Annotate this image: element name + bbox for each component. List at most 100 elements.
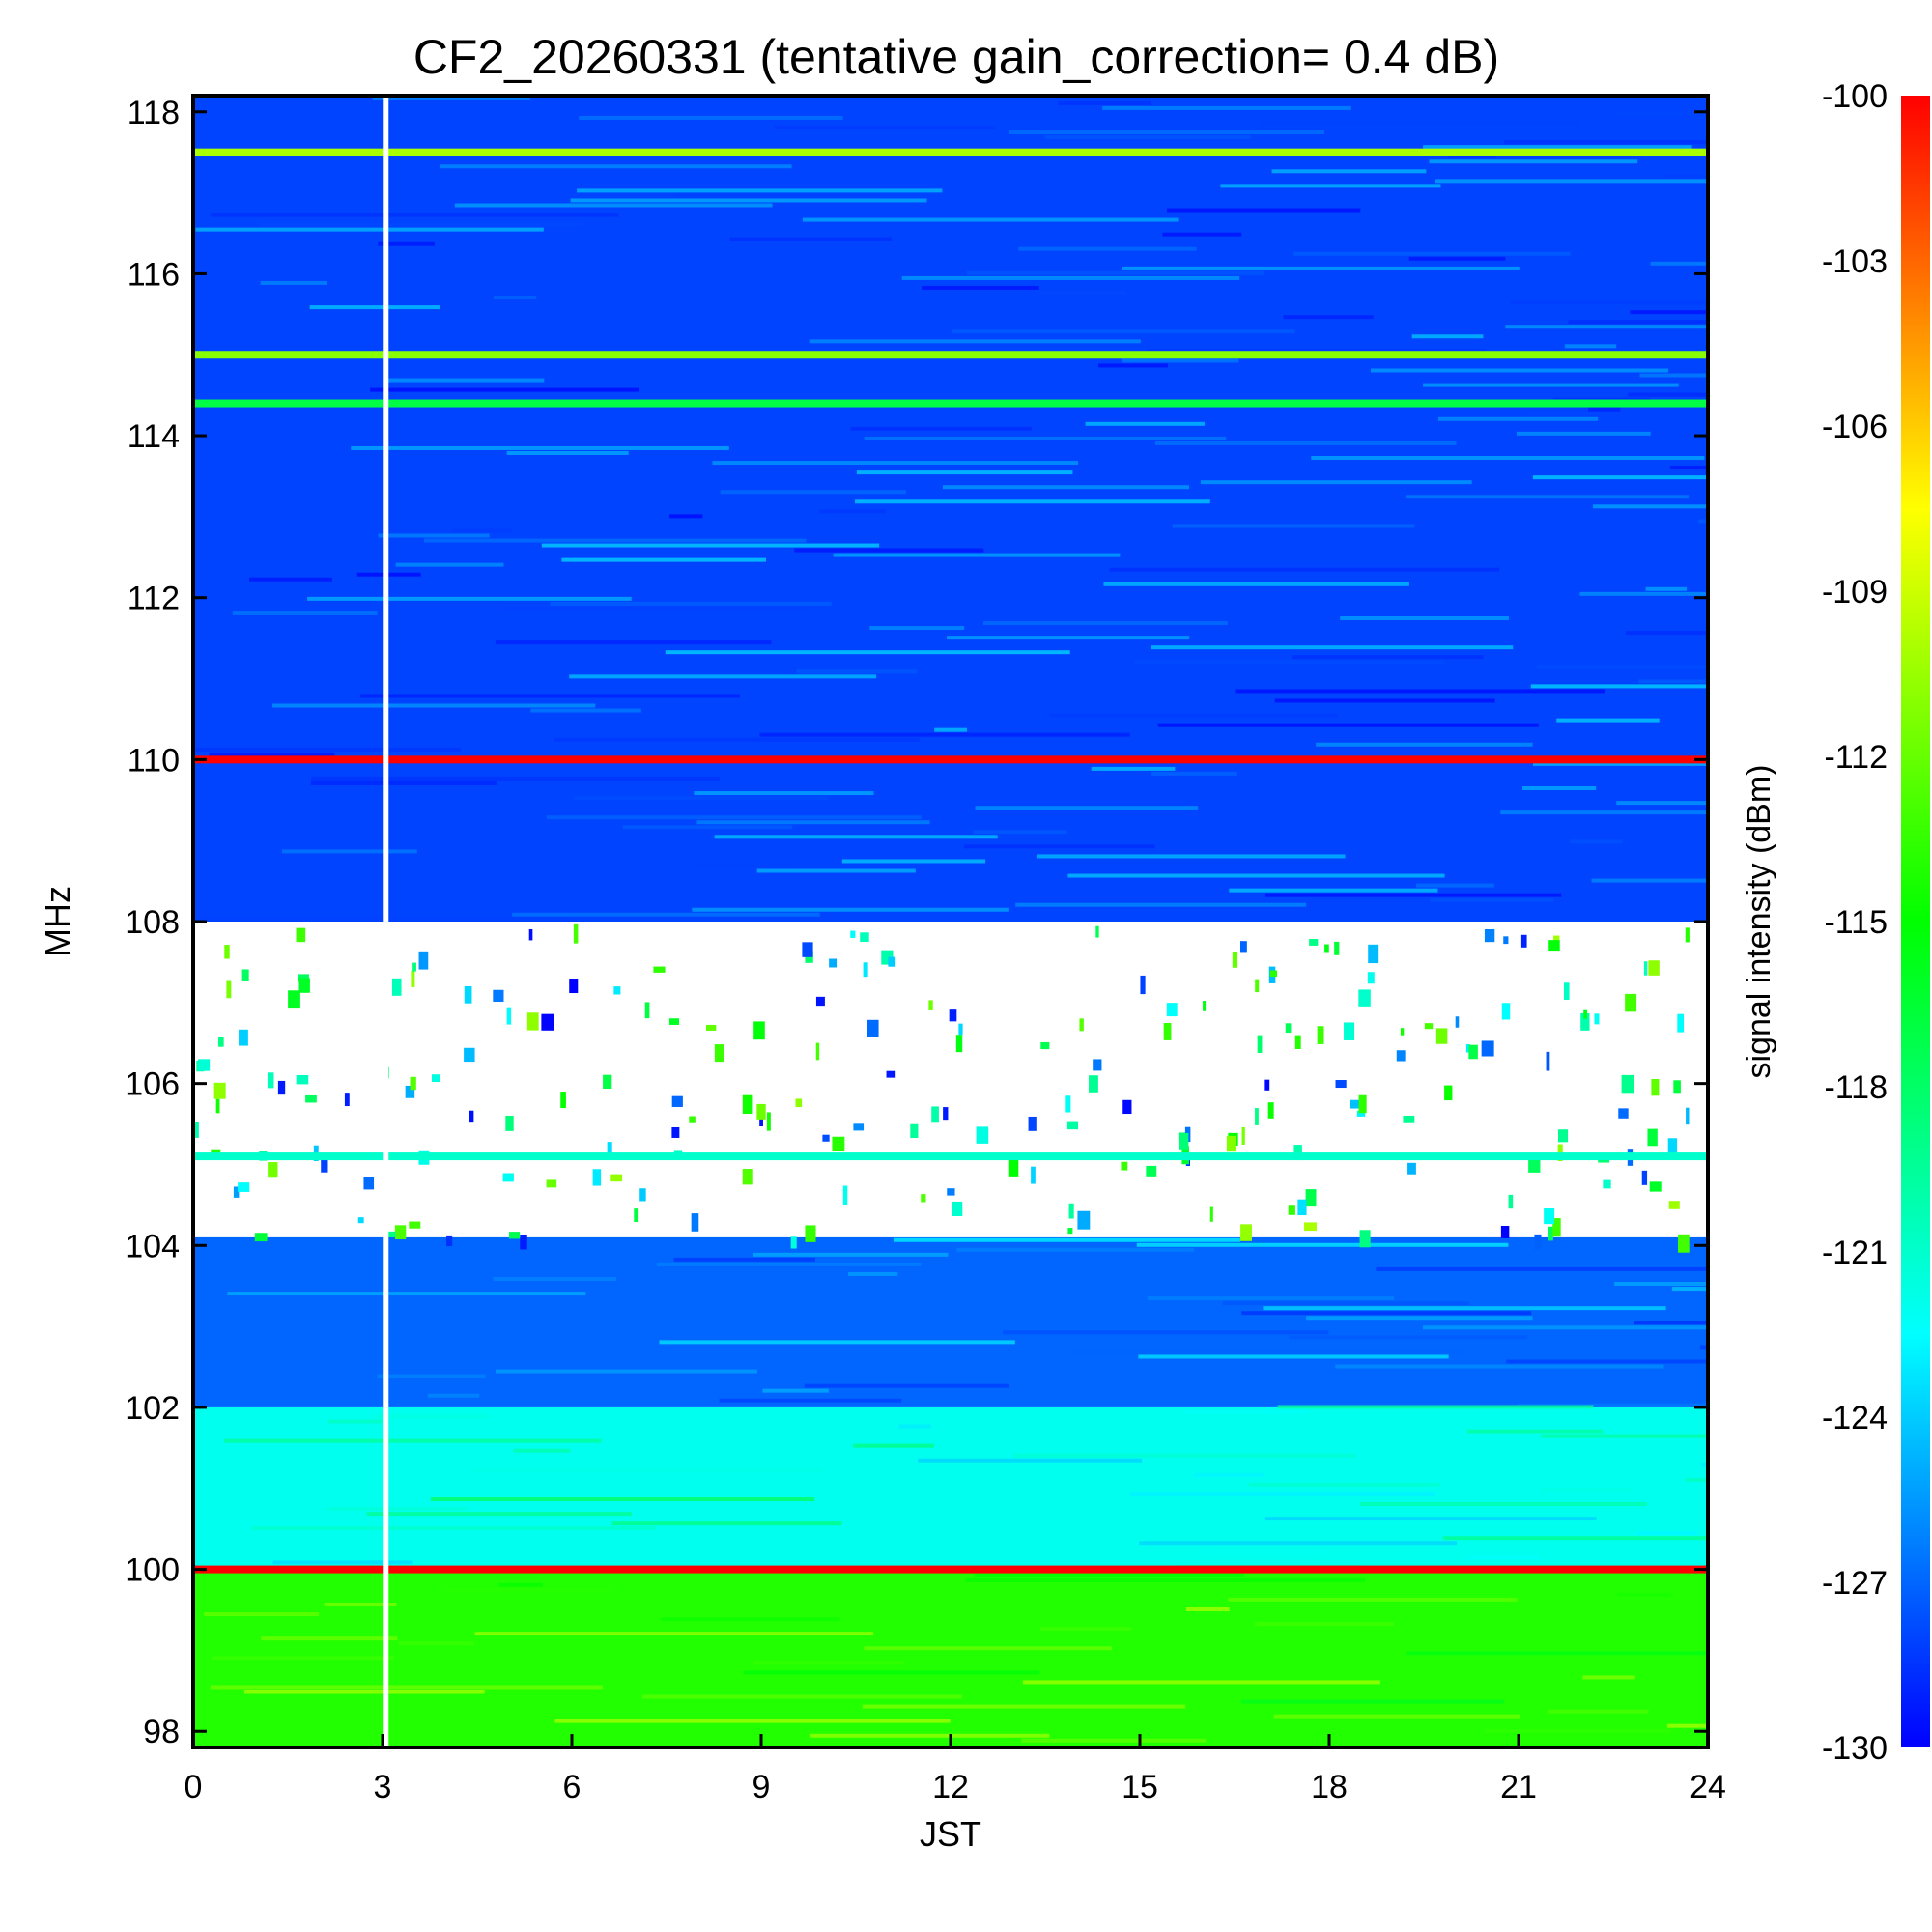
noise-streak: [1248, 1482, 1440, 1487]
x-tick-label: 24: [1690, 1769, 1726, 1805]
burst-mark: [305, 1094, 317, 1103]
burst-mark: [1580, 1012, 1590, 1031]
noise-streak: [1500, 810, 1708, 815]
noise-streak: [1568, 320, 1708, 325]
burst-mark: [464, 1047, 475, 1063]
noise-streak: [869, 626, 965, 631]
burst-mark: [321, 1153, 328, 1173]
x-tick-label: 21: [1500, 1769, 1537, 1805]
noise-streak: [1616, 801, 1708, 806]
noise-streak: [973, 830, 1067, 835]
y-tick-label: 98: [143, 1714, 180, 1750]
noise-streak: [1316, 742, 1533, 747]
burst-mark: [1368, 944, 1379, 964]
burst-mark: [493, 989, 504, 1003]
noise-streak: [212, 1656, 394, 1661]
noise-streak: [1136, 1242, 1509, 1247]
burst-mark: [1095, 925, 1099, 938]
burst-mark: [1179, 1133, 1189, 1150]
colorbar-tick-label: -121: [1822, 1235, 1888, 1271]
noise-streak: [1335, 1364, 1664, 1369]
noise-streak: [743, 1670, 1040, 1675]
burst-mark: [1407, 1162, 1416, 1175]
burst-mark: [943, 1107, 949, 1121]
burst-mark: [766, 1112, 771, 1131]
noise-streak: [1591, 878, 1708, 883]
burst-mark: [1335, 1080, 1347, 1089]
burst-mark: [1621, 1074, 1634, 1094]
noise-streak: [1504, 140, 1708, 145]
noise-streak: [378, 242, 435, 246]
noise-streak: [918, 1458, 1143, 1463]
burst-mark: [706, 1024, 717, 1031]
noise-streak: [1255, 1622, 1394, 1627]
noise-streak: [209, 752, 335, 756]
burst-mark: [1255, 1108, 1259, 1125]
noise-streak: [561, 557, 766, 562]
colorbar-tick-label: -115: [1824, 904, 1888, 941]
noise-streak: [1645, 586, 1688, 591]
noise-streak: [1614, 110, 1708, 115]
colorbar-tick-label: -106: [1822, 409, 1888, 445]
noise-streak: [660, 1617, 840, 1622]
noise-streak: [659, 1340, 1015, 1345]
noise-streak: [1625, 631, 1708, 636]
burst-mark: [1673, 1080, 1681, 1094]
noise-streak: [1122, 358, 1239, 363]
burst-mark: [1093, 1059, 1102, 1071]
noise-streak: [1151, 645, 1514, 650]
burst-mark: [546, 1179, 557, 1188]
noise-streak: [1376, 1266, 1708, 1271]
noise-streak: [1220, 184, 1441, 188]
burst-mark: [541, 1013, 554, 1031]
noise-streak: [1311, 456, 1705, 461]
noise-streak: [692, 907, 1009, 912]
burst-mark: [795, 1098, 803, 1108]
burst-mark: [1309, 938, 1319, 946]
noise-streak: [1466, 1555, 1541, 1560]
noise-streak: [398, 1641, 474, 1646]
noise-streak: [1229, 888, 1438, 893]
burst-mark: [405, 1085, 415, 1098]
burst-mark: [822, 1134, 830, 1142]
noise-streak: [696, 864, 786, 868]
noise-streak: [499, 606, 806, 611]
noise-streak: [1416, 883, 1494, 888]
background-band: [193, 1569, 1708, 1747]
noise-streak: [211, 213, 619, 217]
noise-streak: [796, 669, 918, 674]
noise-streak: [1091, 766, 1176, 771]
noise-streak: [1371, 368, 1669, 373]
burst-mark: [1267, 1102, 1274, 1119]
burst-mark: [1068, 1203, 1074, 1219]
burst-mark: [1444, 1085, 1453, 1101]
burst-mark: [1203, 1001, 1207, 1011]
burst-mark: [607, 1142, 612, 1156]
colorbar-label: signal intensity (dBm): [1741, 764, 1777, 1078]
burst-mark: [1647, 1128, 1658, 1147]
burst-mark: [1285, 1023, 1292, 1034]
carrier-line: [193, 148, 1708, 156]
burst-mark: [1293, 1145, 1302, 1161]
burst-mark: [1255, 979, 1260, 993]
noise-streak: [1085, 421, 1206, 426]
burst-mark: [411, 970, 415, 987]
noise-streak: [956, 1247, 1195, 1252]
burst-mark: [1667, 1138, 1678, 1158]
noise-streak: [554, 737, 920, 742]
burst-mark: [1240, 941, 1247, 953]
noise-streak: [1184, 1409, 1309, 1414]
burst-mark: [756, 1103, 766, 1120]
burst-mark: [815, 1042, 820, 1061]
burst-mark: [842, 1185, 848, 1206]
burst-mark: [947, 1188, 955, 1196]
burst-mark: [233, 1186, 240, 1198]
colorbar-tick-label: -109: [1822, 574, 1888, 611]
y-tick-label: 104: [125, 1228, 180, 1264]
burst-mark: [1065, 1095, 1071, 1113]
noise-streak: [530, 708, 641, 713]
burst-mark: [569, 979, 579, 994]
noise-streak: [1129, 1492, 1435, 1496]
burst-mark: [1077, 1210, 1091, 1230]
